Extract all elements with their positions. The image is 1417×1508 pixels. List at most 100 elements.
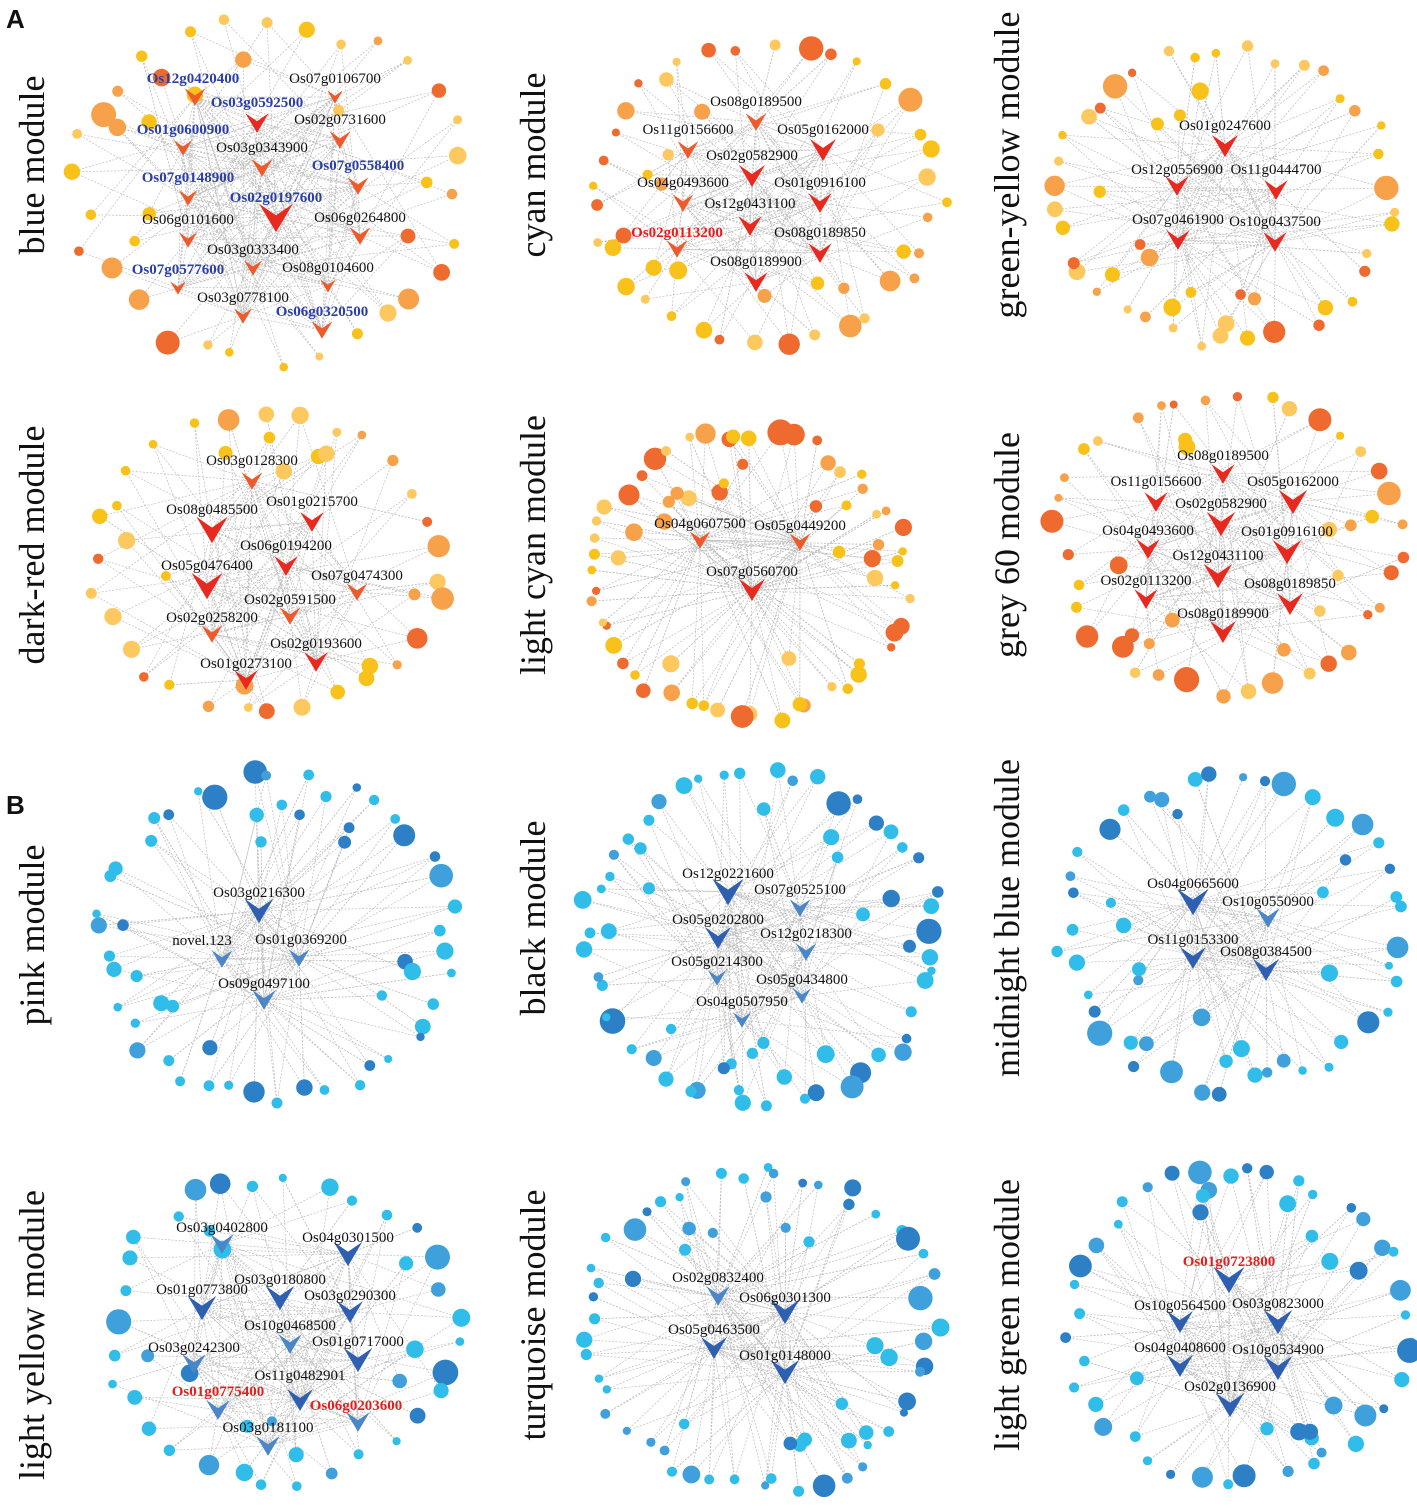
edge — [109, 910, 260, 957]
gene-node — [1219, 1054, 1233, 1069]
edge — [347, 1253, 442, 1391]
edge — [115, 868, 223, 960]
edge — [182, 22, 268, 149]
edge — [177, 287, 323, 331]
gene-node — [1105, 897, 1116, 908]
edge — [1177, 239, 1326, 309]
edge — [1177, 814, 1194, 903]
edge — [1145, 598, 1291, 605]
edge — [1240, 189, 1277, 295]
edge — [765, 1196, 786, 1313]
gene-node — [1259, 1164, 1274, 1180]
edge — [1168, 50, 1226, 147]
hub-gene-label: Os06g0194200 — [240, 538, 332, 554]
edge — [1292, 419, 1321, 503]
edge — [734, 50, 821, 204]
edge — [755, 121, 824, 151]
edge — [699, 433, 706, 541]
edge — [701, 111, 821, 254]
edge — [263, 972, 452, 1001]
gene-node — [1093, 185, 1106, 198]
edge — [679, 1197, 715, 1349]
edge — [743, 1178, 786, 1373]
edge — [206, 585, 358, 593]
edge — [1192, 824, 1363, 959]
edge-layer — [71, 19, 458, 368]
edge — [182, 122, 258, 149]
edge — [784, 1204, 850, 1373]
edge — [1073, 239, 1179, 264]
gene-node — [799, 1093, 811, 1104]
gene-node — [1142, 1182, 1153, 1193]
edge — [221, 958, 305, 1088]
hub-gene-marker — [210, 1234, 234, 1254]
edge — [339, 139, 361, 237]
edge — [261, 167, 323, 331]
edge — [708, 1311, 786, 1480]
gene-node — [593, 1277, 604, 1289]
gene-node — [580, 1348, 592, 1361]
gene-node — [1321, 521, 1338, 538]
edge — [168, 814, 223, 960]
edge — [819, 252, 891, 282]
gene-node — [810, 276, 825, 290]
edge — [193, 1297, 281, 1365]
edge — [713, 1311, 786, 1349]
gene-node — [659, 72, 674, 87]
edge — [187, 122, 258, 199]
edge — [187, 60, 408, 199]
edge — [684, 1249, 719, 1297]
edge — [177, 235, 361, 289]
edge — [228, 167, 263, 353]
hub-gene-marker — [182, 1354, 206, 1374]
gene-node — [605, 871, 615, 882]
gene-node — [298, 21, 315, 38]
gene-node — [379, 304, 397, 322]
edge — [117, 958, 223, 1008]
edge — [1086, 473, 1224, 637]
gene-node — [576, 1331, 593, 1348]
gene-node — [1302, 1423, 1318, 1440]
edge — [261, 167, 277, 219]
edge — [228, 419, 291, 617]
edge — [699, 492, 721, 541]
edge — [1192, 957, 1284, 1061]
edge — [664, 1295, 719, 1451]
edge — [626, 1371, 786, 1432]
edge — [612, 995, 803, 1022]
edge — [1277, 1321, 1300, 1432]
edge-layer — [91, 414, 443, 712]
edge — [187, 96, 196, 241]
edge — [1145, 501, 1157, 600]
edge — [1179, 1365, 1322, 1453]
edge — [741, 891, 938, 1021]
edge — [1062, 189, 1277, 229]
edge — [751, 589, 849, 690]
edge — [131, 565, 287, 650]
edge — [1179, 1175, 1232, 1323]
edge — [713, 1327, 941, 1349]
gene-node — [927, 966, 936, 975]
gene-node — [1400, 1310, 1411, 1320]
edge — [676, 492, 801, 543]
edge — [784, 1371, 863, 1468]
edge — [1277, 1314, 1406, 1323]
edge — [676, 149, 689, 250]
gene-node — [1172, 808, 1183, 820]
gene-node — [1044, 175, 1065, 196]
gene-node — [1377, 121, 1386, 130]
hub-gene-label: Os05g0214300 — [671, 954, 763, 970]
edge — [177, 147, 184, 289]
edge — [1228, 1279, 1279, 1369]
edge — [177, 287, 244, 317]
edge — [99, 480, 253, 517]
edge — [1192, 842, 1379, 903]
edge — [258, 827, 350, 912]
hub-gene-marker — [279, 607, 301, 625]
gene-node — [608, 849, 620, 860]
edge — [211, 529, 358, 593]
edge — [699, 539, 805, 706]
edge — [126, 540, 247, 681]
edge — [193, 1307, 203, 1365]
